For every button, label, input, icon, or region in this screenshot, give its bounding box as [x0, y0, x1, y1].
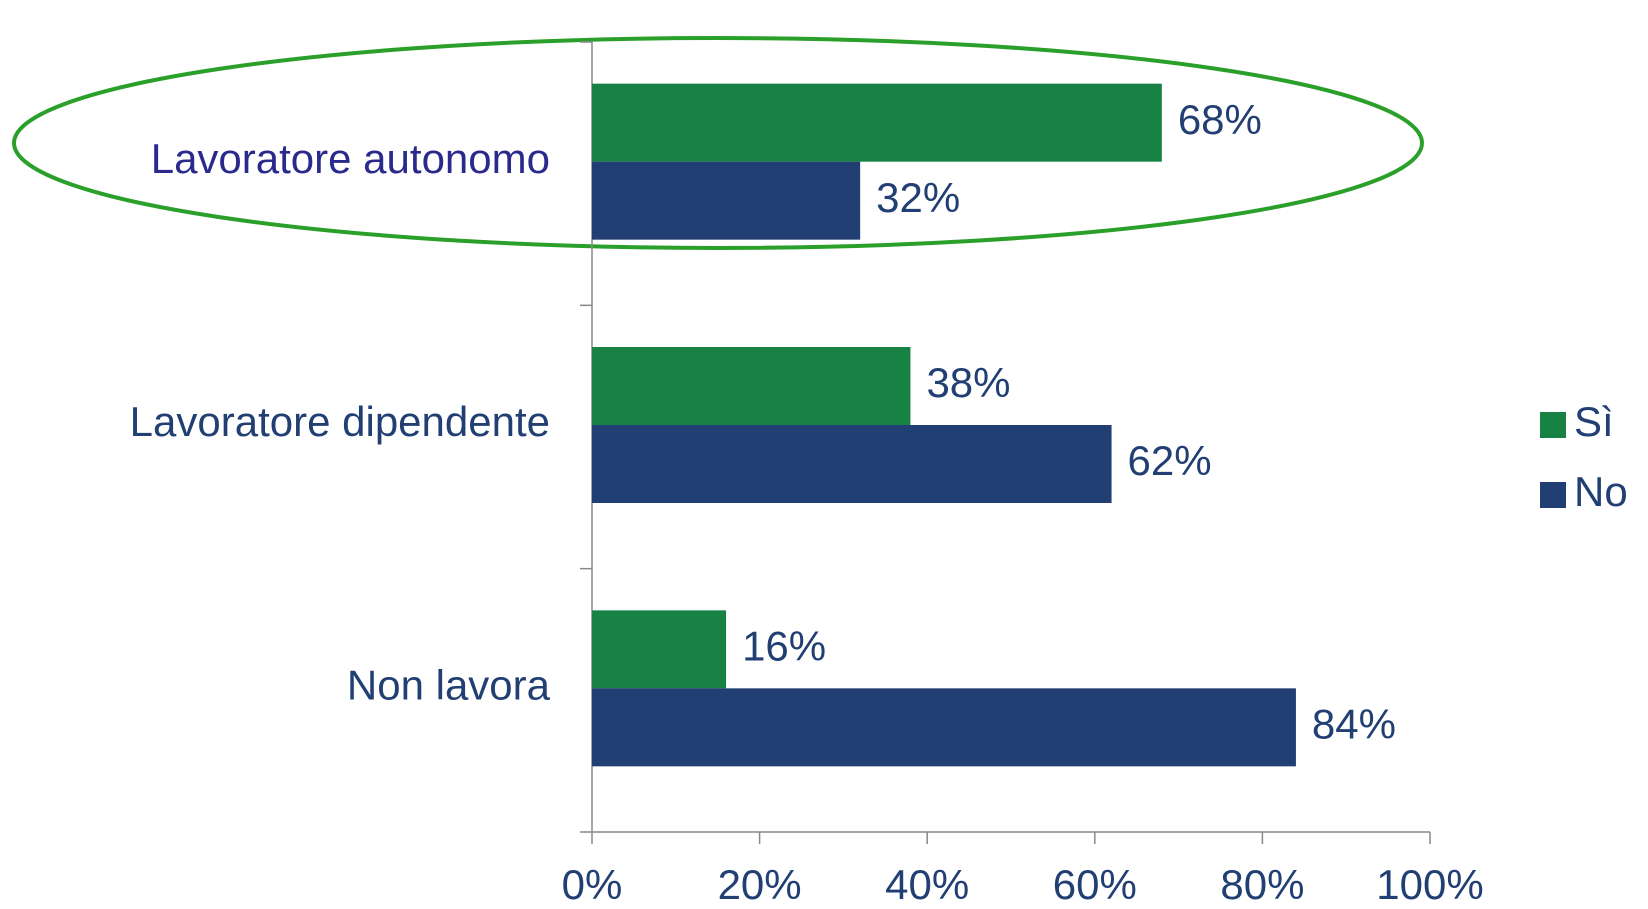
x-tick-label: 0%	[562, 861, 623, 908]
highlight-ellipse	[12, 36, 1424, 250]
legend-swatch	[1540, 412, 1566, 438]
category-label: Lavoratore autonomo	[151, 135, 550, 182]
value-label: 32%	[876, 174, 960, 221]
bar	[592, 161, 861, 240]
x-tick-label: 100%	[1376, 861, 1483, 908]
bar	[592, 688, 1296, 767]
value-label: 62%	[1128, 437, 1212, 484]
x-tick-label: 60%	[1053, 861, 1137, 908]
category-label: Non lavora	[347, 661, 551, 708]
x-tick-label: 40%	[885, 861, 969, 908]
bar	[592, 83, 1162, 162]
bar	[592, 425, 1112, 503]
legend-swatch	[1540, 482, 1566, 508]
bar	[592, 347, 911, 425]
x-tick-label: 80%	[1220, 861, 1304, 908]
value-label: 84%	[1312, 700, 1396, 747]
legend-label: No	[1574, 468, 1628, 515]
x-tick-label: 20%	[718, 861, 802, 908]
value-label: 68%	[1178, 96, 1262, 143]
category-label: Lavoratore dipendente	[130, 398, 550, 445]
value-label: 16%	[742, 622, 826, 669]
value-label: 38%	[926, 359, 1010, 406]
bar	[592, 610, 727, 689]
legend-label: Sì	[1574, 398, 1614, 445]
